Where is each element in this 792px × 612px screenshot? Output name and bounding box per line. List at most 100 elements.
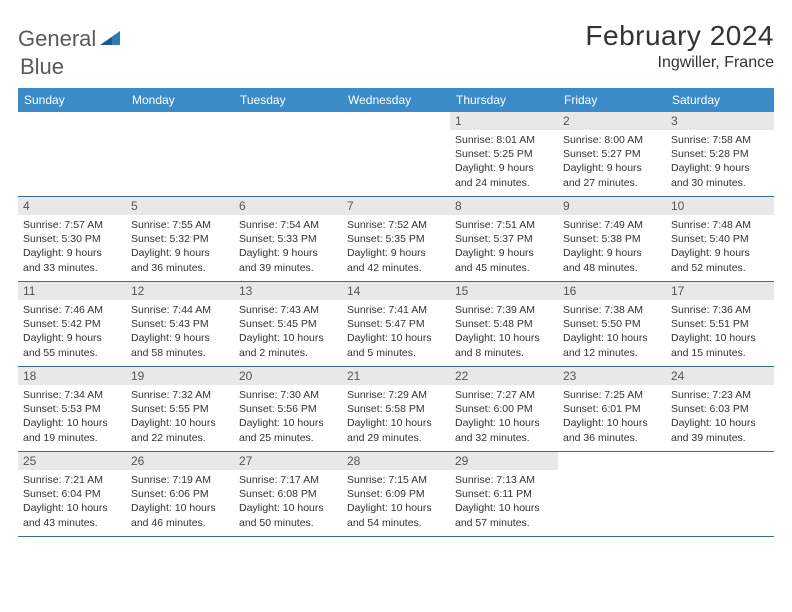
day-cell: 13Sunrise: 7:43 AMSunset: 5:45 PMDayligh…	[234, 282, 342, 366]
day-entry-daylight2: and 42 minutes.	[347, 261, 445, 275]
day-cell: 14Sunrise: 7:41 AMSunset: 5:47 PMDayligh…	[342, 282, 450, 366]
day-entry-daylight1: Daylight: 9 hours	[455, 246, 553, 260]
calendar-week: 25Sunrise: 7:21 AMSunset: 6:04 PMDayligh…	[18, 452, 774, 537]
day-cell	[126, 112, 234, 196]
day-entry-sunrise: Sunrise: 7:55 AM	[131, 218, 229, 232]
day-entry-sunset: Sunset: 5:30 PM	[23, 232, 121, 246]
day-cell: 1 Sunrise: 8:01 AMSunset: 5:25 PMDaylight…	[450, 112, 558, 196]
logo-triangle-icon	[98, 27, 122, 52]
month-title: February 2024	[585, 20, 774, 52]
day-entry-daylight2: and 54 minutes.	[347, 516, 445, 530]
day-number: 24	[666, 367, 774, 385]
logo-text-general: General	[18, 26, 96, 52]
day-entry-daylight2: and 15 minutes.	[671, 346, 769, 360]
day-entry-daylight1: Daylight: 9 hours	[347, 246, 445, 260]
day-cell: 5Sunrise: 7:55 AMSunset: 5:32 PMDaylight…	[126, 197, 234, 281]
day-entry-sunrise: Sunrise: 7:44 AM	[131, 303, 229, 317]
day-cell: 15Sunrise: 7:39 AMSunset: 5:48 PMDayligh…	[450, 282, 558, 366]
day-entry-sunset: Sunset: 5:32 PM	[131, 232, 229, 246]
day-cell: 12Sunrise: 7:44 AMSunset: 5:43 PMDayligh…	[126, 282, 234, 366]
day-entry-daylight1: Daylight: 9 hours	[23, 246, 121, 260]
day-cell: 16Sunrise: 7:38 AMSunset: 5:50 PMDayligh…	[558, 282, 666, 366]
day-entry-sunset: Sunset: 5:33 PM	[239, 232, 337, 246]
day-entry-sunset: Sunset: 5:25 PM	[455, 147, 553, 161]
day-entry-sunrise: Sunrise: 7:38 AM	[563, 303, 661, 317]
day-entry-sunrise: Sunrise: 7:58 AM	[671, 133, 769, 147]
day-cell	[18, 112, 126, 196]
day-cell: 19Sunrise: 7:32 AMSunset: 5:55 PMDayligh…	[126, 367, 234, 451]
calendar-body: 1Sunrise: 8:01 AMSunset: 5:25 PMDaylight…	[18, 112, 774, 537]
day-entry-daylight2: and 55 minutes.	[23, 346, 121, 360]
calendar-week: 18Sunrise: 7:34 AMSunset: 5:53 PMDayligh…	[18, 367, 774, 452]
day-number: 3	[666, 112, 774, 130]
day-cell: 2Sunrise: 8:00 AMSunset: 5:27 PMDaylight…	[558, 112, 666, 196]
day-entry-daylight2: and 50 minutes.	[239, 516, 337, 530]
day-number: 21	[342, 367, 450, 385]
day-entry-sunrise: Sunrise: 7:29 AM	[347, 388, 445, 402]
day-entry-sunset: Sunset: 6:00 PM	[455, 402, 553, 416]
day-entry-sunrise: Sunrise: 7:25 AM	[563, 388, 661, 402]
day-entry-daylight2: and 22 minutes.	[131, 431, 229, 445]
day-entry-sunset: Sunset: 6:04 PM	[23, 487, 121, 501]
day-number: 1	[450, 112, 558, 130]
day-entry-sunrise: Sunrise: 7:54 AM	[239, 218, 337, 232]
day-entry-sunset: Sunset: 6:01 PM	[563, 402, 661, 416]
day-entry-daylight1: Daylight: 9 hours	[131, 331, 229, 345]
day-entry-sunrise: Sunrise: 7:19 AM	[131, 473, 229, 487]
day-entry-sunrise: Sunrise: 7:15 AM	[347, 473, 445, 487]
day-entry-sunset: Sunset: 5:45 PM	[239, 317, 337, 331]
day-entry-sunset: Sunset: 5:58 PM	[347, 402, 445, 416]
day-entry-daylight1: Daylight: 10 hours	[347, 501, 445, 515]
day-number: 22	[450, 367, 558, 385]
title-block: February 2024 Ingwiller, France	[585, 20, 774, 72]
day-entry-daylight1: Daylight: 9 hours	[131, 246, 229, 260]
weekday-header: Sunday Monday Tuesday Wednesday Thursday…	[18, 88, 774, 112]
day-cell: 10Sunrise: 7:48 AMSunset: 5:40 PMDayligh…	[666, 197, 774, 281]
day-number: 27	[234, 452, 342, 470]
day-entry-daylight2: and 48 minutes.	[563, 261, 661, 275]
day-entry-sunrise: Sunrise: 7:23 AM	[671, 388, 769, 402]
day-number: 26	[126, 452, 234, 470]
day-number: 14	[342, 282, 450, 300]
calendar-week: 11Sunrise: 7:46 AMSunset: 5:42 PMDayligh…	[18, 282, 774, 367]
day-entry-daylight2: and 29 minutes.	[347, 431, 445, 445]
day-entry-sunset: Sunset: 5:56 PM	[239, 402, 337, 416]
day-entry-sunrise: Sunrise: 7:32 AM	[131, 388, 229, 402]
day-entry-daylight1: Daylight: 9 hours	[563, 161, 661, 175]
day-entry-daylight2: and 58 minutes.	[131, 346, 229, 360]
day-entry-sunrise: Sunrise: 7:51 AM	[455, 218, 553, 232]
day-entry-sunrise: Sunrise: 7:48 AM	[671, 218, 769, 232]
day-cell: 28 Sunrise: 7:15 AMSunset: 6:09 PMDayligh…	[342, 452, 450, 536]
day-entry-daylight2: and 2 minutes.	[239, 346, 337, 360]
day-entry-daylight1: Daylight: 9 hours	[239, 246, 337, 260]
day-cell: 23Sunrise: 7:25 AMSunset: 6:01 PMDayligh…	[558, 367, 666, 451]
day-entry-daylight1: Daylight: 9 hours	[23, 331, 121, 345]
weekday-label: Thursday	[450, 88, 558, 112]
weekday-label: Friday	[558, 88, 666, 112]
day-cell: 21Sunrise: 7:29 AMSunset: 5:58 PMDayligh…	[342, 367, 450, 451]
day-entry-daylight1: Daylight: 10 hours	[239, 416, 337, 430]
day-cell: 17Sunrise: 7:36 AMSunset: 5:51 PMDayligh…	[666, 282, 774, 366]
day-entry-sunrise: Sunrise: 7:46 AM	[23, 303, 121, 317]
calendar: Sunday Monday Tuesday Wednesday Thursday…	[18, 88, 774, 537]
day-entry-sunrise: Sunrise: 8:01 AM	[455, 133, 553, 147]
location: Ingwiller, France	[585, 54, 774, 72]
day-number: 28	[342, 452, 450, 470]
day-entry-sunrise: Sunrise: 7:39 AM	[455, 303, 553, 317]
day-entry-daylight2: and 25 minutes.	[239, 431, 337, 445]
day-cell: 20Sunrise: 7:30 AMSunset: 5:56 PMDayligh…	[234, 367, 342, 451]
day-entry-sunrise: Sunrise: 7:13 AM	[455, 473, 553, 487]
day-cell: 4Sunrise: 7:57 AMSunset: 5:30 PMDaylight…	[18, 197, 126, 281]
day-entry-sunset: Sunset: 6:09 PM	[347, 487, 445, 501]
day-entry-daylight2: and 36 minutes.	[131, 261, 229, 275]
day-entry-daylight1: Daylight: 9 hours	[455, 161, 553, 175]
day-number: 15	[450, 282, 558, 300]
weekday-label: Monday	[126, 88, 234, 112]
day-cell: 18Sunrise: 7:34 AMSunset: 5:53 PMDayligh…	[18, 367, 126, 451]
day-entry-sunset: Sunset: 5:53 PM	[23, 402, 121, 416]
day-entry-daylight2: and 8 minutes.	[455, 346, 553, 360]
day-number: 16	[558, 282, 666, 300]
day-cell	[666, 452, 774, 536]
day-entry-daylight2: and 32 minutes.	[455, 431, 553, 445]
day-entry-daylight1: Daylight: 10 hours	[455, 501, 553, 515]
